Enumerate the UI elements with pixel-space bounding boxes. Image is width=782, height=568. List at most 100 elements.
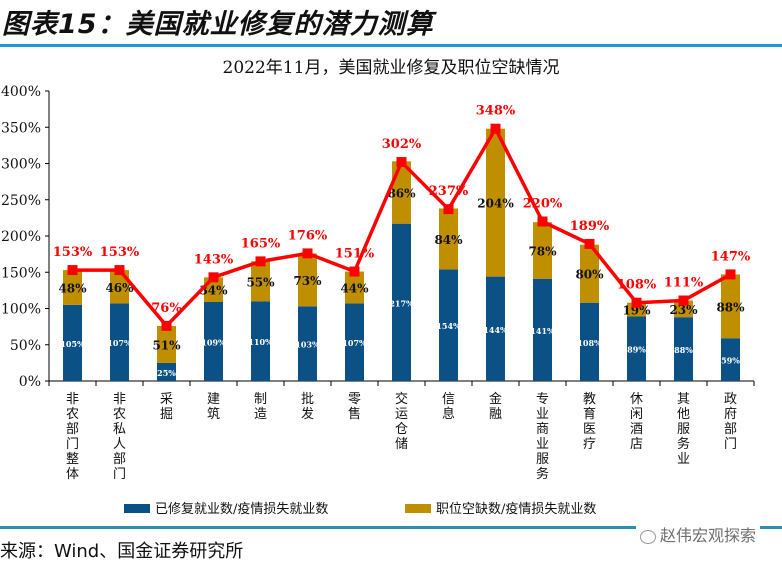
x-tick-label-char: 融 — [489, 407, 502, 422]
x-tick-label-char: 整 — [66, 452, 79, 467]
total-marker — [490, 123, 501, 134]
y-tick-label: 0% — [19, 374, 41, 390]
total-marker — [349, 266, 360, 277]
x-tick-label-char: 业 — [536, 437, 549, 452]
repaired-value-label: 107% — [342, 338, 367, 348]
y-tick-label: 200% — [1, 229, 41, 245]
total-value-label: 151% — [335, 247, 375, 262]
x-tick-label-char: 批 — [301, 392, 314, 407]
bar-repaired — [533, 278, 552, 381]
bar-vacancy — [298, 253, 317, 307]
repaired-value-label: 144% — [483, 325, 508, 335]
x-tick-label-char: 服 — [536, 452, 549, 467]
total-marker — [631, 297, 642, 308]
total-marker — [725, 269, 736, 280]
x-tick-label-char: 府 — [724, 407, 737, 422]
x-tick-label-char: 仓 — [395, 422, 408, 437]
total-marker — [255, 256, 266, 267]
bar-vacancy — [580, 244, 599, 303]
repaired-value-label: 108% — [577, 338, 602, 348]
y-tick-label: 250% — [1, 193, 41, 209]
total-marker — [537, 216, 548, 227]
vacancy-value-label: 23% — [669, 303, 698, 317]
y-tick-label: 400% — [1, 84, 41, 100]
wechat-icon — [639, 529, 656, 544]
bar-vacancy — [157, 325, 176, 363]
figure-title: 图表15：美国就业修复的潜力测算 — [2, 9, 434, 40]
repaired-value-label: 154% — [436, 321, 461, 331]
y-tick-label: 50% — [10, 338, 41, 354]
x-tick-label-char: 部 — [66, 422, 79, 437]
x-tick-label-char: 店 — [630, 437, 643, 452]
x-tick-label-char: 酒 — [630, 422, 643, 437]
total-value-label: 237% — [429, 184, 469, 199]
vacancy-value-label: 19% — [622, 304, 651, 318]
vacancy-value-label: 204% — [477, 197, 514, 211]
watermark: 赵伟宏观探索 — [635, 522, 760, 546]
x-tick-label-char: 体 — [66, 467, 79, 482]
bar-repaired — [627, 316, 646, 381]
x-tick-label-char: 非 — [113, 392, 126, 407]
x-tick-label-char: 运 — [395, 407, 408, 422]
x-tick-label-char: 信 — [442, 392, 455, 407]
chart-title: 2022年11月，美国就业修复及职位空缺情况 — [222, 58, 560, 78]
bar-labels: 105% 48% 107% 46% 25% 51% 109% 34% 110% 55% 103% 73… — [58, 187, 745, 378]
total-value-label: 220% — [523, 197, 563, 212]
bar-repaired — [63, 304, 82, 381]
total-value-label: 153% — [100, 245, 140, 260]
x-tick-label-char: 储 — [395, 437, 408, 452]
vacancy-value-label: 55% — [246, 275, 275, 289]
x-tick-label-char: 政 — [724, 392, 737, 407]
x-tick-label-char: 部 — [724, 422, 737, 437]
vacancy-value-label: 86% — [387, 187, 416, 201]
x-tick-label-char: 门 — [66, 437, 79, 452]
x-tick-label-char: 交 — [395, 391, 408, 407]
vacancy-value-label: 51% — [152, 338, 181, 352]
total-value-label: 176% — [288, 228, 328, 243]
vacancy-value-label: 88% — [716, 300, 745, 314]
top-divider — [0, 44, 782, 47]
total-value-label: 111% — [664, 276, 704, 291]
vacancy-value-label: 84% — [434, 233, 463, 247]
vacancy-value-label: 78% — [528, 245, 557, 259]
stacked-bar-line-chart: 0% 50% 100% 150% 200% 250% 300% 350% 400% 105% 48… — [1, 84, 755, 517]
repaired-value-label: 103% — [295, 340, 320, 350]
bar-repaired — [110, 303, 129, 381]
x-tick-label-char: 服 — [677, 422, 690, 437]
x-tick-label-char: 门 — [113, 467, 126, 482]
bar-vacancy — [486, 128, 505, 277]
total-marker — [208, 272, 219, 283]
x-tick-label-char: 金 — [489, 391, 502, 407]
bar-repaired — [486, 276, 505, 381]
bar-repaired — [674, 317, 693, 381]
bar-repaired — [298, 306, 317, 381]
x-tick-label-char: 农 — [113, 407, 126, 422]
y-tick-label: 150% — [1, 265, 41, 281]
legend-swatch-repaired — [124, 504, 150, 513]
repaired-value-label: 89% — [627, 345, 646, 355]
total-value-label: 153% — [53, 245, 93, 260]
bar-vacancy — [251, 261, 270, 302]
bar-repaired — [345, 303, 364, 381]
vacancy-value-label: 44% — [340, 281, 369, 295]
total-value-label: 302% — [382, 137, 422, 152]
total-marker — [161, 320, 172, 331]
x-tick-label-char: 教 — [583, 391, 596, 407]
x-tick-label-char: 掘 — [160, 407, 173, 422]
total-line: 153% 153% 76% 143% 165% 176% 151% 302% 237% 348% 2… — [53, 104, 751, 331]
x-tick-label-char: 部 — [113, 452, 126, 467]
x-tick-label-char: 务 — [677, 436, 690, 452]
x-tick-labels: 非农部门整体非农私人部门采掘建筑制造批发零售交运仓储信息金融专业商业服务教育医疗… — [66, 391, 737, 482]
x-tick-label-char: 筑 — [207, 406, 220, 422]
legend-label-vacancy: 职位空缺数/疫情损失就业数 — [436, 501, 596, 517]
x-tick-label-char: 专 — [536, 392, 549, 407]
bar-vacancy — [439, 208, 458, 270]
bar-vacancy — [345, 271, 364, 304]
bar-vacancy — [63, 270, 82, 305]
axes: 0% 50% 100% 150% 200% 250% 300% 350% 400% — [1, 84, 755, 390]
x-tick-label-char: 商 — [536, 422, 549, 437]
y-tick-label: 100% — [1, 302, 41, 318]
x-tick-label-char: 建 — [207, 392, 220, 407]
x-tick-label-char: 售 — [348, 406, 361, 422]
y-tick-label: 300% — [1, 157, 41, 173]
